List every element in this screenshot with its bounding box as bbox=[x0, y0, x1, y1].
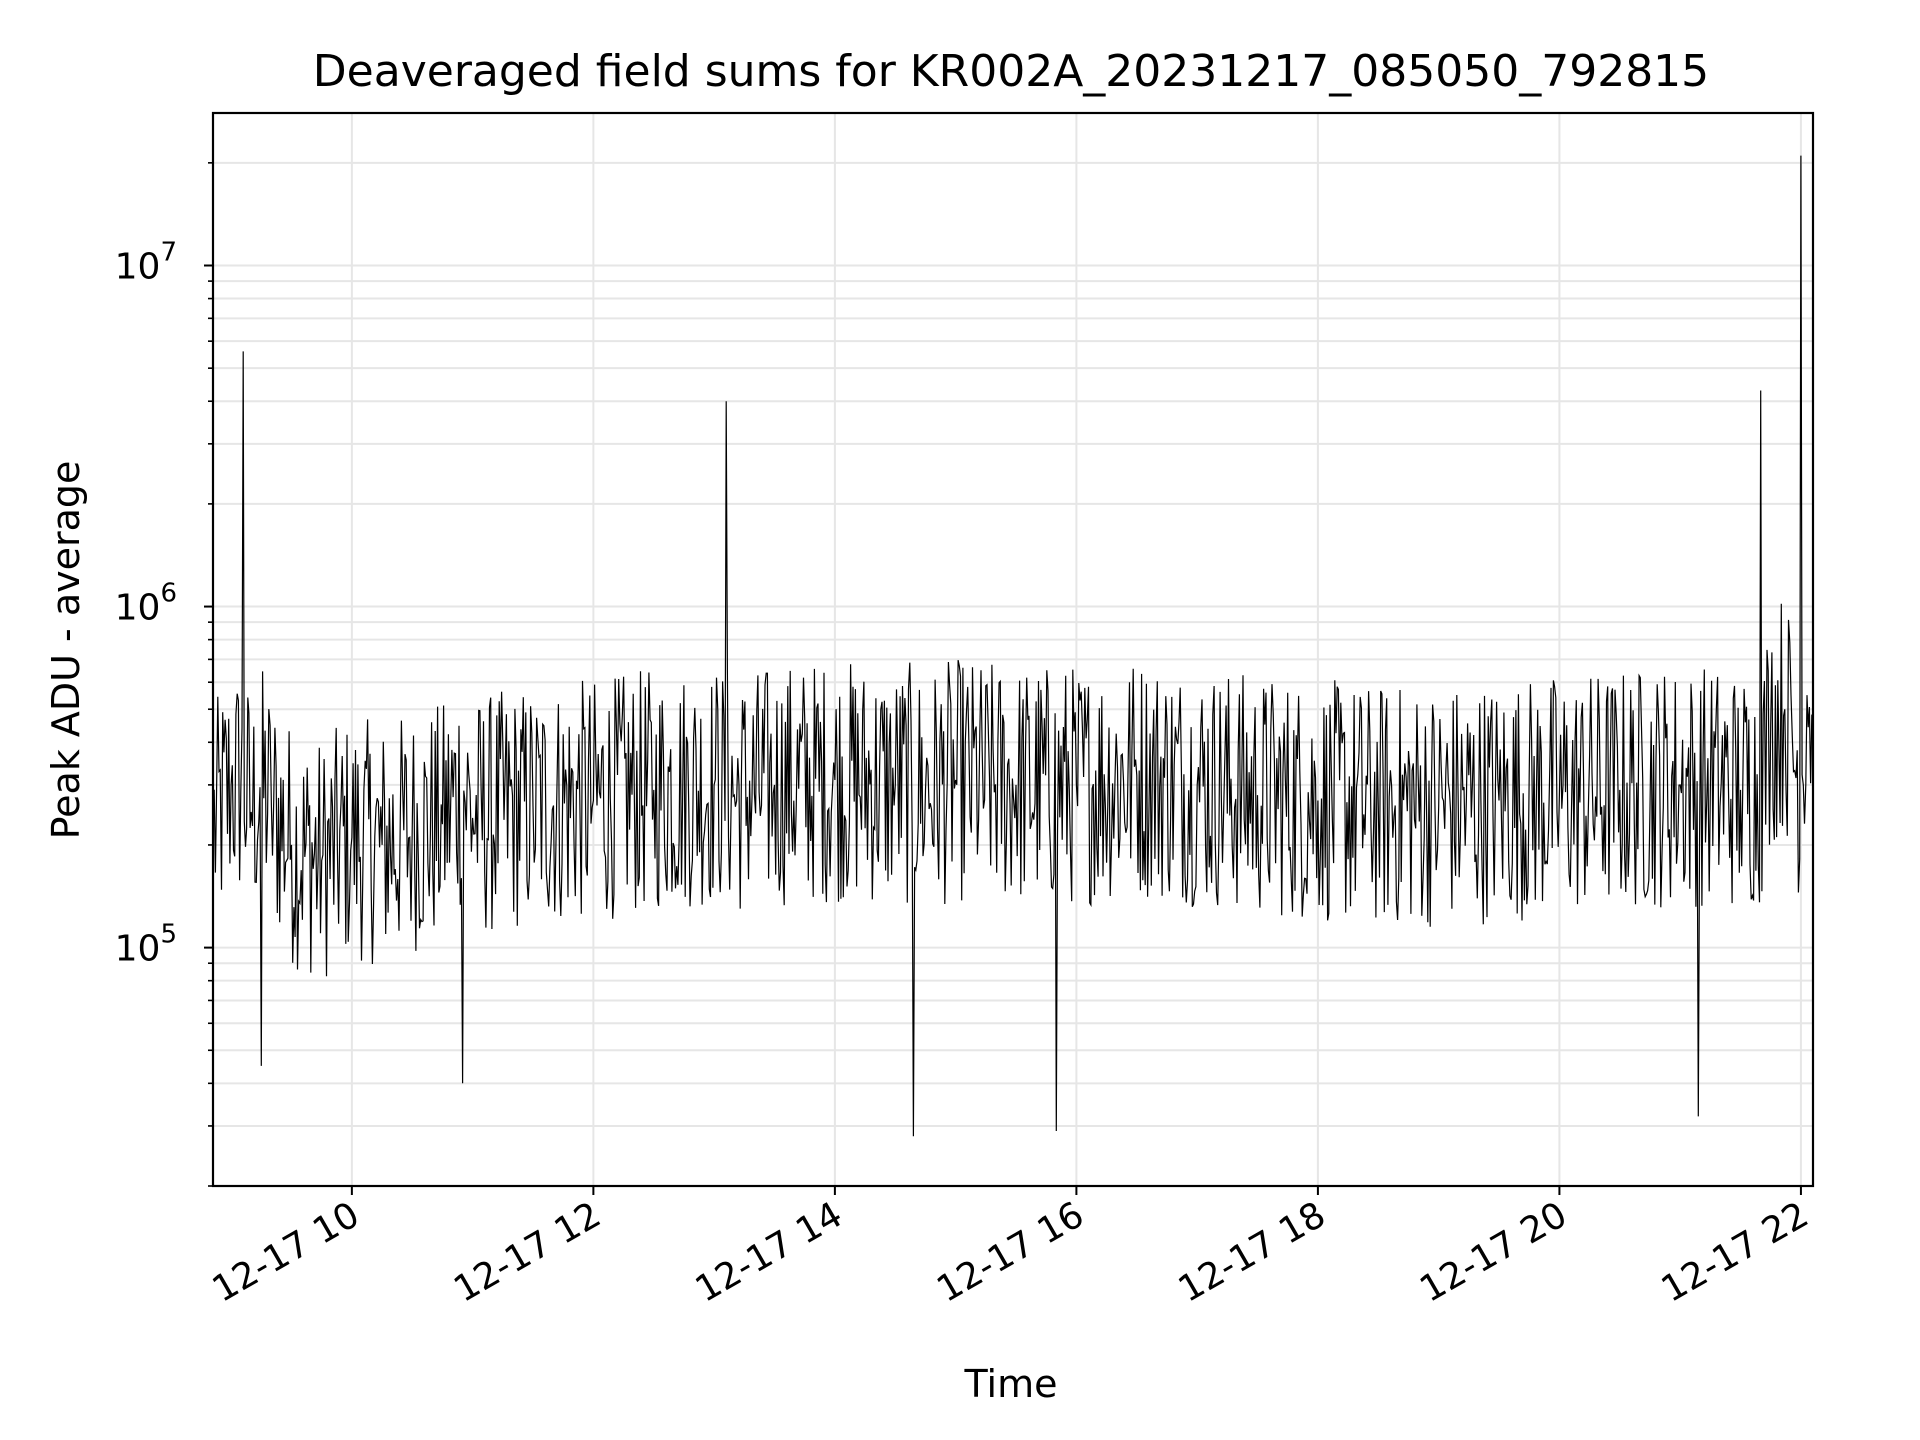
plot-frame bbox=[211, 111, 1815, 1188]
y-axis-label: Peak ADU - average bbox=[44, 461, 88, 840]
y-tick-label: 105 bbox=[115, 920, 177, 970]
x-axis-label: Time bbox=[964, 1362, 1058, 1406]
y-tick-label: 106 bbox=[115, 579, 177, 629]
series-line bbox=[212, 155, 1814, 1137]
y-tick-label: 107 bbox=[115, 238, 177, 288]
chart-title: Deaveraged field sums for KR002A_2023121… bbox=[313, 46, 1709, 97]
data-line-layer bbox=[212, 155, 1814, 1137]
grid bbox=[213, 113, 1813, 1187]
